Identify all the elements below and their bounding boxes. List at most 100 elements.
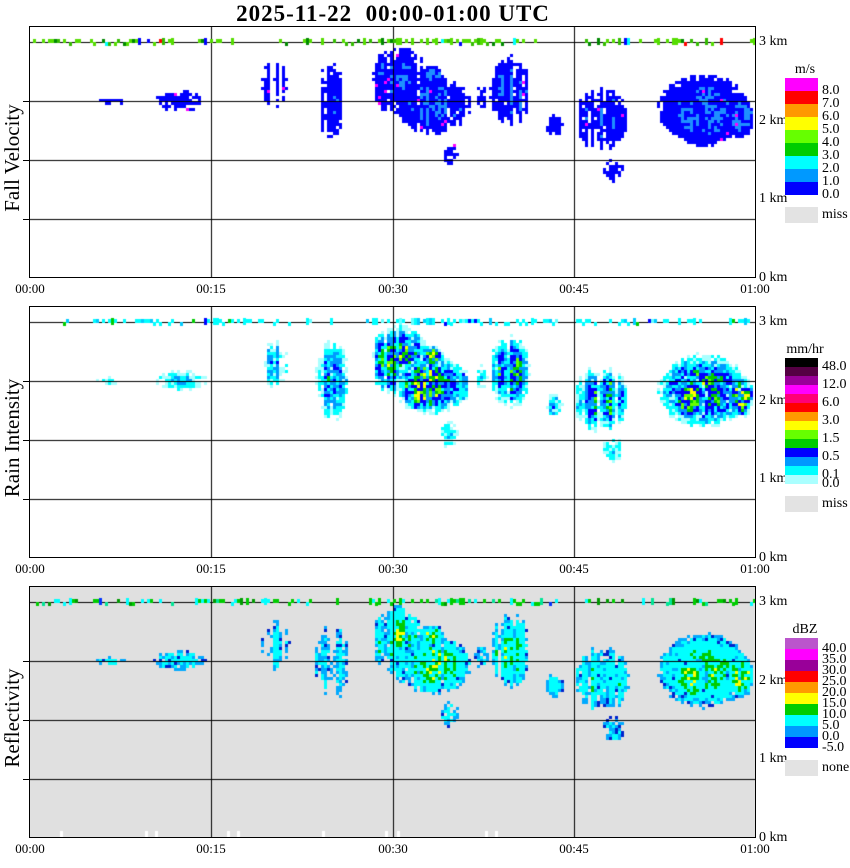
legend-color-block [785,466,818,475]
legend-tick-label: 3.0 [822,148,840,163]
legend-tick-label: 40.0 [822,641,847,656]
height-label-0km: 0 km [759,830,788,845]
time-tick-label: 01:00 [740,561,770,576]
height-label-1km: 1 km [759,471,788,486]
legend-color-block [785,376,818,385]
legend-color-block [785,693,818,704]
time-tick-label: 00:15 [196,561,226,576]
legend-color-block [785,91,818,104]
rain-intensity-plot-area [29,306,756,558]
legend-tick-label: 0.1 [822,467,840,482]
legend-color-block [785,439,818,448]
time-tick-label: 00:30 [378,281,408,296]
legend-tick-label: 12.0 [822,377,847,392]
legend-color-block [785,156,818,169]
legend-tick-label: 35.0 [822,652,847,667]
legend-tick-label: 20.0 [822,685,847,700]
legend-tick-label: 1.5 [822,431,840,446]
page-title: 2025-11-22 00:00-01:00 UTC [236,1,550,26]
legend-color-block [785,704,818,715]
legend-tick-label: 48.0 [822,359,847,374]
legend-missing-block [785,496,818,512]
time-tick-label: 00:15 [196,281,226,296]
y-axis-tick [23,440,30,441]
legend-color-block [785,367,818,376]
legend-tick-label: 8.0 [822,83,840,98]
colorbar-units-label: m/s [794,62,816,77]
panel-fall-velocity: Fall Velocity 3 km 2 km 1 km 0 km 00:00 … [0,26,850,306]
legend-tick-label: 5.0 [822,122,840,137]
legend-tick-label: 25.0 [822,674,847,689]
fall-velocity-heatmap [30,27,755,277]
legend-tick-label: 5.0 [822,718,840,733]
legend-color-block [785,182,818,195]
legend-tick-label: 1.0 [822,174,840,189]
height-label-0km: 0 km [759,550,788,565]
legend-color-block [785,737,818,748]
legend-missing-block [785,207,818,223]
fall-velocity-colorbar: m/s 8.0 7.0 6.0 5.0 4.0 3.0 2.0 1.0 0.0 miss [777,26,850,306]
legend-color-block [785,412,818,421]
time-tick-label: 01:00 [740,281,770,296]
time-tick-label: 00:30 [378,561,408,576]
legend-color-block [785,143,818,156]
legend-color-block [785,104,818,117]
time-tick-label: 00:15 [196,841,226,856]
legend-color-block [785,715,818,726]
height-label-2km: 2 km [759,113,788,128]
legend-tick-label: 0.5 [822,449,840,464]
rain-intensity-heatmap [30,307,755,557]
legend-color-block [785,649,818,660]
reflectivity-colorbar: dBZ 40.0 35.0 30.0 25.0 20.0 15.0 10.0 5.0 0.0 -5… [777,586,850,866]
panel-reflectivity: Reflectivity 3 km 2 km 1 km 0 km 00:00 0… [0,586,850,866]
y-axis-tick [23,779,30,780]
y-axis-tick [23,720,30,721]
height-label-3km: 3 km [759,594,788,609]
legend-missing-label: miss [822,207,848,222]
legend-color-block [785,358,818,367]
time-tick-label: 01:00 [740,841,770,856]
y-axis-tick [23,101,30,102]
legend-tick-label: 2.0 [822,161,840,176]
legend-missing-label: miss [822,496,848,511]
legend-tick-label: 7.0 [822,96,840,111]
height-label-3km: 3 km [759,314,788,329]
legend-color-block [785,130,818,143]
legend-color-block [785,660,818,671]
legend-tick-label: 6.0 [822,395,840,410]
height-label-1km: 1 km [759,751,788,766]
legend-tick-label: 3.0 [822,413,840,428]
legend-color-block [785,169,818,182]
time-tick-label: 00:45 [559,281,589,296]
legend-tick-label: -5.0 [822,740,845,755]
legend-color-block [785,78,818,91]
legend-missing-label: none [822,760,850,775]
legend-color-block [785,475,818,484]
rain-intensity-colorbar: mm/hr 48.0 12.0 6.0 3.0 1.5 0.5 0.1 0.0 miss [777,306,850,586]
legend-color-block [785,421,818,430]
time-tick-label: 00:45 [559,841,589,856]
reflectivity-plot-area [29,586,756,838]
legend-color-block [785,671,818,682]
colorbar-units-label: dBZ [792,622,818,637]
time-tick-label: 00:00 [15,841,45,856]
fall-velocity-plot-area [29,26,756,278]
y-axis-label-rain-intensity: Rain Intensity [0,378,24,498]
legend-color-block [785,638,818,649]
panel-rain-intensity: Rain Intensity 3 km 2 km 1 km 0 km 00:00… [0,306,850,586]
colorbar-units-label: mm/hr [786,342,824,357]
legend-tick-label: 30.0 [822,663,847,678]
y-axis-tick [23,661,30,662]
y-axis-label-fall-velocity: Fall Velocity [0,104,24,212]
time-tick-label: 00:00 [15,561,45,576]
legend-tick-label: 6.0 [822,109,840,124]
time-tick-label: 00:30 [378,841,408,856]
y-axis-tick [23,160,30,161]
legend-color-block [785,448,818,457]
legend-tick-label: 10.0 [822,707,847,722]
height-label-2km: 2 km [759,393,788,408]
legend-tick-label: 0.0 [822,476,840,491]
legend-color-block [785,394,818,403]
height-label-0km: 0 km [759,270,788,285]
legend-color-block [785,403,818,412]
